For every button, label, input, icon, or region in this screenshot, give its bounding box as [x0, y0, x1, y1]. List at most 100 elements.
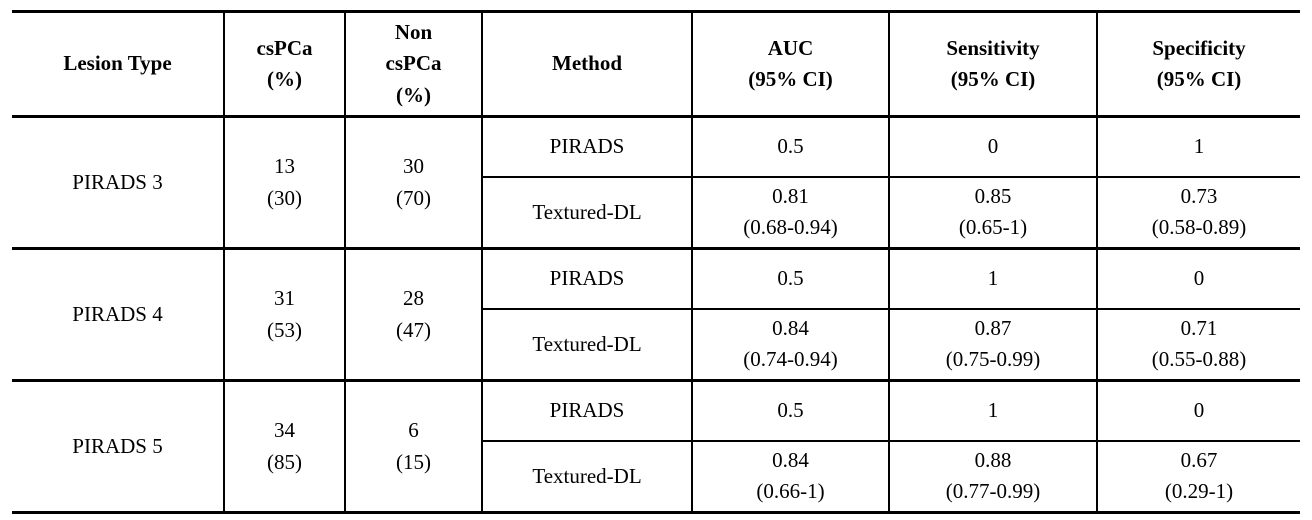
- table-row: Textured-DL 0.81 (0.68-0.94) 0.85 (0.65-…: [12, 175, 1300, 250]
- table-row: Textured-DL 0.84 (0.66-1) 0.88 (0.77-0.9…: [12, 439, 1300, 514]
- count-value: 28: [403, 286, 424, 310]
- metric-value: 0.87: [974, 315, 1012, 340]
- metric-ci: (0.74-0.94): [743, 347, 838, 372]
- metric-value: 1: [1193, 134, 1205, 158]
- metric-value: 0.84: [772, 447, 809, 472]
- metric-value: 1: [987, 398, 999, 422]
- specificity-cell: 0: [1096, 248, 1300, 309]
- count-percent: (47): [396, 317, 431, 342]
- metric-value: 0.5: [777, 398, 804, 422]
- cspca-cell: 34 (85): [223, 380, 345, 514]
- count-value: 34: [274, 418, 295, 442]
- count-percent: (15): [396, 449, 431, 474]
- metric-value: 0.67: [1180, 447, 1218, 472]
- header-line: (%): [396, 82, 431, 107]
- header-line: csPCa: [385, 51, 442, 76]
- method-cell: Textured-DL: [481, 307, 692, 382]
- metric-value: 0.84: [772, 315, 809, 340]
- header-cspca: csPCa (%): [223, 10, 345, 118]
- sensitivity-cell: 0.87 (0.75-0.99): [888, 307, 1097, 382]
- header-line: Sensitivity: [946, 35, 1040, 60]
- table-row: Textured-DL 0.84 (0.74-0.94) 0.87 (0.75-…: [12, 307, 1300, 382]
- non-cspca-cell: 6 (15): [344, 380, 482, 514]
- specificity-cell: 0.73 (0.58-0.89): [1096, 175, 1300, 250]
- metric-ci: (0.68-0.94): [743, 215, 838, 240]
- header-non-cspca: Non csPCa (%): [344, 10, 482, 118]
- header-line: Lesion Type: [63, 51, 172, 76]
- header-sensitivity: Sensitivity (95% CI): [888, 10, 1097, 118]
- table-row: PIRADS 5 34 (85) 6 (15) PIRADS 0.5 1 0: [12, 380, 1300, 514]
- count-value: 30: [403, 154, 424, 178]
- cspca-cell: 13 (30): [223, 116, 345, 250]
- sensitivity-cell: 0.85 (0.65-1): [888, 175, 1097, 250]
- cspca-cell: 31 (53): [223, 248, 345, 382]
- header-auc: AUC (95% CI): [691, 10, 889, 118]
- non-cspca-cell: 30 (70): [344, 116, 482, 250]
- metric-ci: (0.66-1): [756, 479, 825, 504]
- header-line: (95% CI): [748, 67, 833, 91]
- method-cell: Textured-DL: [481, 439, 692, 514]
- header-lesion-type: Lesion Type: [12, 10, 224, 118]
- sensitivity-cell: 0.88 (0.77-0.99): [888, 439, 1097, 514]
- metric-value: 0.73: [1180, 183, 1218, 208]
- sensitivity-cell: 1: [888, 248, 1097, 309]
- count-percent: (70): [396, 185, 431, 210]
- metric-value: 0.81: [772, 183, 809, 208]
- count-value: 31: [274, 286, 295, 310]
- metric-value: 0.71: [1180, 315, 1218, 340]
- results-table: Lesion Type csPCa (%) Non csPCa (%) Meth…: [12, 10, 1300, 514]
- specificity-cell: 1: [1096, 116, 1300, 177]
- header-line: (95% CI): [950, 67, 1036, 91]
- header-line: Method: [552, 51, 622, 76]
- metric-value: 0.5: [777, 134, 804, 158]
- count-value: 13: [274, 154, 295, 178]
- sensitivity-cell: 1: [888, 380, 1097, 441]
- count-percent: (53): [267, 317, 302, 342]
- specificity-cell: 0.71 (0.55-0.88): [1096, 307, 1300, 382]
- auc-cell: 0.84 (0.66-1): [691, 439, 889, 514]
- specificity-cell: 0.67 (0.29-1): [1096, 439, 1300, 514]
- method-cell: PIRADS: [481, 380, 692, 441]
- header-line: AUC: [767, 35, 814, 60]
- metric-value: 0: [987, 134, 999, 158]
- metric-ci: (0.58-0.89): [1151, 215, 1247, 240]
- count-percent: (85): [267, 449, 302, 474]
- specificity-cell: 0: [1096, 380, 1300, 441]
- metric-value: 0.88: [974, 447, 1012, 472]
- header-line: Specificity: [1152, 35, 1246, 60]
- header-specificity: Specificity (95% CI): [1096, 10, 1300, 118]
- metric-ci: (0.29-1): [1164, 479, 1234, 504]
- auc-cell: 0.84 (0.74-0.94): [691, 307, 889, 382]
- header-line: (%): [267, 67, 302, 91]
- count-value: 6: [408, 418, 419, 442]
- header-method: Method: [481, 10, 692, 118]
- method-cell: PIRADS: [481, 116, 692, 177]
- metric-value: 0: [1193, 266, 1205, 290]
- metric-ci: (0.65-1): [958, 215, 1028, 240]
- metric-value: 0: [1193, 398, 1205, 422]
- lesion-type-cell: PIRADS 5: [12, 380, 224, 514]
- lesion-type-cell: PIRADS 4: [12, 248, 224, 382]
- header-line: csPCa: [256, 35, 313, 60]
- method-cell: PIRADS: [481, 248, 692, 309]
- metric-ci: (0.75-0.99): [945, 347, 1041, 372]
- metric-value: 1: [987, 266, 999, 290]
- sensitivity-cell: 0: [888, 116, 1097, 177]
- header-line: Non: [394, 19, 433, 44]
- header-line: (95% CI): [1156, 67, 1242, 91]
- metric-value: 0.85: [974, 183, 1012, 208]
- table-row: PIRADS 4 31 (53) 28 (47) PIRADS 0.5 1 0: [12, 248, 1300, 382]
- auc-cell: 0.81 (0.68-0.94): [691, 175, 889, 250]
- header-row: Lesion Type csPCa (%) Non csPCa (%) Meth…: [12, 10, 1300, 118]
- auc-cell: 0.5: [691, 380, 889, 441]
- method-cell: Textured-DL: [481, 175, 692, 250]
- auc-cell: 0.5: [691, 248, 889, 309]
- count-percent: (30): [267, 185, 302, 210]
- metric-ci: (0.55-0.88): [1151, 347, 1247, 372]
- metric-value: 0.5: [777, 266, 804, 290]
- table-row: PIRADS 3 13 (30) 30 (70) PIRADS 0.5 0 1: [12, 116, 1300, 250]
- auc-cell: 0.5: [691, 116, 889, 177]
- metric-ci: (0.77-0.99): [945, 479, 1041, 504]
- lesion-type-cell: PIRADS 3: [12, 116, 224, 250]
